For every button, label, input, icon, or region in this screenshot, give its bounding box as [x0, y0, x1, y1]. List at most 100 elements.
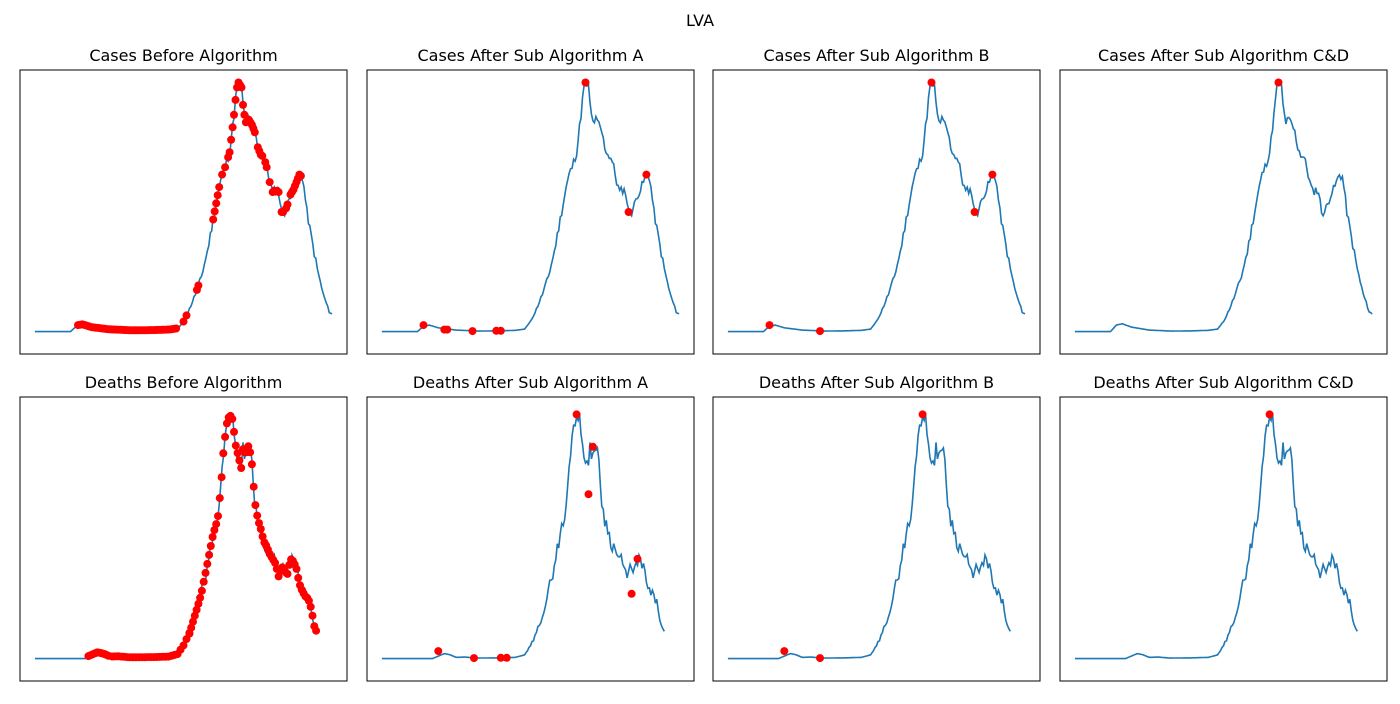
series-line	[1074, 413, 1358, 660]
peak-marker	[187, 623, 196, 632]
axes-frame	[19, 396, 348, 682]
peak-marker	[182, 311, 191, 320]
subplot-title: Cases After Sub Algorithm B	[763, 46, 989, 65]
peak-marker	[201, 568, 210, 577]
peak-marker	[258, 151, 267, 160]
peak-marker	[468, 327, 477, 336]
peak-marker	[588, 442, 597, 451]
peak-marker	[209, 215, 218, 224]
peak-marker	[271, 558, 280, 567]
peak-marker	[237, 83, 246, 92]
peak-marker	[927, 78, 936, 87]
peak-marker	[228, 123, 237, 132]
peak-marker	[283, 200, 292, 209]
peak-marker	[231, 95, 240, 104]
peak-marker	[584, 490, 593, 499]
peak-marker	[572, 410, 581, 419]
peak-marker	[228, 414, 237, 423]
peak-marker	[235, 456, 244, 465]
axes-frame	[1059, 396, 1388, 682]
peak-marker	[274, 188, 283, 197]
peak-marker	[237, 464, 246, 472]
axes-frame	[712, 396, 1041, 682]
peak-marker	[296, 171, 305, 180]
subplot-8: Deaths After Sub Algorithm C&D	[1059, 373, 1388, 682]
peak-marker	[502, 653, 511, 662]
peak-marker	[970, 208, 979, 216]
peak-marker	[210, 207, 219, 216]
axes-frame	[366, 69, 695, 355]
series-line	[381, 78, 680, 333]
subplot-title: Cases After Sub Algorithm C&D	[1098, 46, 1349, 65]
peak-marker	[205, 550, 214, 559]
peak-marker	[222, 419, 231, 428]
peak-marker	[496, 326, 505, 335]
figure-suptitle: LVA	[685, 11, 715, 30]
peak-marker	[172, 324, 181, 333]
peak-marker	[581, 78, 590, 87]
peak-marker	[816, 654, 824, 663]
subplot-title: Deaths Before Algorithm	[85, 373, 283, 392]
peak-marker	[262, 163, 271, 172]
peak-marker	[194, 281, 203, 290]
peak-marker	[419, 321, 428, 330]
peak-marker	[249, 482, 258, 491]
peak-marker	[203, 559, 212, 568]
series-line	[381, 413, 665, 660]
peak-marker	[265, 178, 274, 187]
peak-marker	[189, 617, 197, 626]
subplot-title: Deaths After Sub Algorithm C&D	[1093, 373, 1353, 392]
series-line	[727, 78, 1026, 333]
peak-marker	[256, 525, 265, 533]
peak-marker	[230, 427, 238, 436]
peak-marker	[213, 191, 222, 200]
peak-marker	[239, 100, 247, 109]
peak-marker	[244, 442, 253, 451]
subplot-title: Cases After Sub Algorithm A	[417, 46, 643, 65]
peak-marker	[192, 605, 201, 614]
peak-marker	[292, 564, 301, 573]
subplot-6: Deaths After Sub Algorithm A	[366, 373, 695, 682]
peak-marker	[306, 602, 315, 611]
peak-marker	[1265, 410, 1274, 419]
series-line	[727, 413, 1011, 660]
peak-marker	[231, 441, 240, 450]
peak-marker	[230, 110, 238, 119]
peak-marker	[247, 460, 256, 469]
subplot-7: Deaths After Sub Algorithm B	[712, 373, 1041, 682]
subplot-2: Cases After Sub Algorithm A	[366, 46, 695, 355]
peak-marker	[312, 626, 321, 635]
peak-marker	[627, 589, 636, 598]
peak-marker	[304, 596, 313, 605]
peak-marker	[274, 572, 283, 581]
subplot-title: Deaths After Sub Algorithm B	[759, 373, 994, 392]
peak-marker	[197, 586, 206, 595]
peak-marker	[194, 599, 203, 608]
series-line	[1074, 81, 1373, 333]
peak-marker	[294, 573, 303, 582]
peak-marker	[443, 325, 452, 334]
peak-marker	[308, 611, 317, 620]
peak-marker	[185, 629, 194, 638]
peak-marker	[258, 532, 267, 541]
peak-marker	[780, 647, 789, 656]
peak-marker	[225, 148, 234, 157]
peak-marker	[179, 317, 188, 326]
peak-marker	[251, 501, 260, 510]
peak-marker	[215, 494, 224, 503]
peak-marker	[208, 533, 217, 541]
peak-marker	[642, 170, 651, 179]
subplot-5: Deaths Before Algorithm	[19, 373, 348, 682]
peak-marker	[221, 163, 230, 172]
peak-marker	[215, 183, 224, 192]
peak-marker	[179, 641, 188, 650]
peak-marker	[633, 554, 642, 563]
peak-marker	[253, 511, 262, 520]
peak-marker	[765, 321, 774, 330]
peak-marker	[470, 654, 478, 663]
peak-marker	[221, 432, 230, 441]
subplot-3: Cases After Sub Algorithm B	[712, 46, 1041, 355]
peak-marker	[1274, 78, 1283, 87]
peak-marker	[624, 208, 633, 216]
peak-marker	[227, 135, 236, 144]
